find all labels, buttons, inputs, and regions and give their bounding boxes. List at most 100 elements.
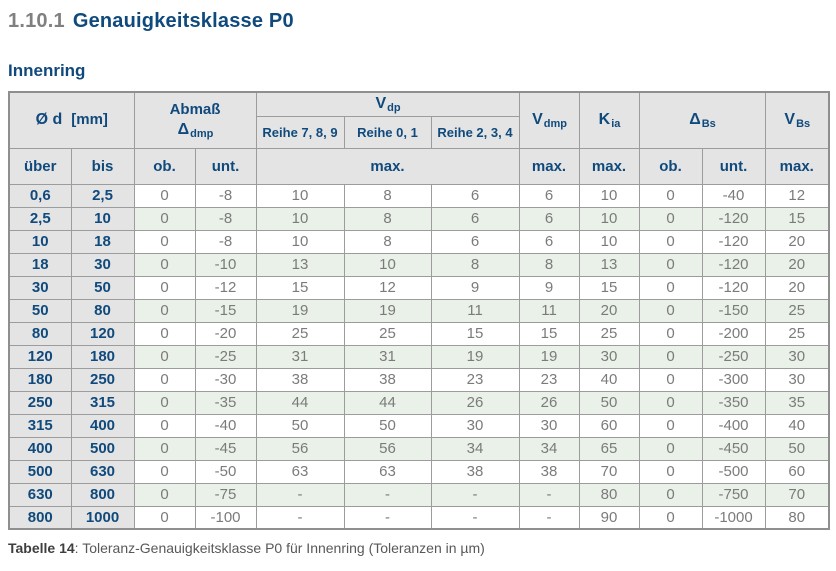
value-cell: 23 bbox=[518, 367, 580, 392]
range-cell: 18 bbox=[8, 252, 72, 277]
value-cell: -120 bbox=[701, 275, 766, 300]
header-vdmp: Vdmp bbox=[518, 91, 580, 149]
value-cell: 0 bbox=[638, 206, 703, 231]
header-reihe-234: Reihe 2, 3, 4 bbox=[430, 115, 520, 149]
range-cell: 80 bbox=[8, 321, 72, 346]
range-cell: 315 bbox=[8, 413, 72, 438]
subheader-unt-bs: unt. bbox=[701, 147, 766, 185]
value-cell: 6 bbox=[518, 183, 580, 208]
subheader-ueber: über bbox=[8, 147, 72, 185]
value-cell: 0 bbox=[638, 436, 703, 461]
header-diameter: Ø d [mm] bbox=[8, 91, 135, 149]
table-row: 50 80 0 -15 19 19 11 11 20 0 -150 25 bbox=[8, 298, 830, 323]
value-cell: 30 bbox=[518, 413, 580, 438]
value-cell: -40 bbox=[701, 183, 766, 208]
value-cell: -35 bbox=[194, 390, 257, 415]
table-row: 180 250 0 -30 38 38 23 23 40 0 -300 30 bbox=[8, 367, 830, 392]
value-cell: 19 bbox=[255, 298, 345, 323]
value-cell: 40 bbox=[764, 413, 830, 438]
page-title: 1.10.1 Genauigkeitsklasse P0 bbox=[8, 10, 828, 33]
value-cell: 8 bbox=[518, 252, 580, 277]
value-cell: 0 bbox=[133, 298, 196, 323]
value-cell: -45 bbox=[194, 436, 257, 461]
value-cell: -10 bbox=[194, 252, 257, 277]
value-cell: 0 bbox=[638, 183, 703, 208]
value-cell: 11 bbox=[430, 298, 520, 323]
header-reihe-row: Reihe 7, 8, 9 Reihe 0, 1 Reihe 2, 3, 4 bbox=[9, 115, 829, 149]
value-cell: 8 bbox=[343, 206, 432, 231]
value-cell: 35 bbox=[764, 390, 830, 415]
table-row: 10 18 0 -8 10 8 6 6 10 0 -120 20 bbox=[8, 229, 830, 254]
header-kia: Kia bbox=[578, 91, 640, 149]
value-cell: 30 bbox=[430, 413, 520, 438]
value-cell: 50 bbox=[343, 413, 432, 438]
value-cell: 6 bbox=[430, 229, 520, 254]
value-cell: 20 bbox=[764, 275, 830, 300]
subheader-ob-bs: ob. bbox=[638, 147, 703, 185]
value-cell: 50 bbox=[255, 413, 345, 438]
value-cell: -250 bbox=[701, 344, 766, 369]
value-cell: -40 bbox=[194, 413, 257, 438]
value-cell: 23 bbox=[430, 367, 520, 392]
value-cell: -8 bbox=[194, 183, 257, 208]
value-cell: 8 bbox=[343, 229, 432, 254]
diameter-unit: [mm] bbox=[71, 111, 108, 129]
value-cell: - bbox=[430, 482, 520, 507]
range-cell: 50 bbox=[8, 298, 72, 323]
table-caption: Tabelle 14: Toleranz-Genauigkeitsklasse … bbox=[8, 540, 828, 556]
table-header: Ø d [mm] Abmaß Δdmp Vdp Vdmp Kia bbox=[8, 91, 830, 185]
value-cell: 0 bbox=[133, 183, 196, 208]
value-cell: 20 bbox=[764, 229, 830, 254]
value-cell: -25 bbox=[194, 344, 257, 369]
range-cell: 2,5 bbox=[70, 183, 135, 208]
value-cell: -200 bbox=[701, 321, 766, 346]
value-cell: -400 bbox=[701, 413, 766, 438]
subheader-ob: ob. bbox=[133, 147, 196, 185]
subheader-max-vdp: max. bbox=[255, 147, 520, 185]
table-row: 630 800 0 -75- - - -80 0 -750 70 bbox=[8, 482, 830, 507]
table-row: 30 50 0 -12 15 12 9 9 15 0 -120 20 bbox=[8, 275, 830, 300]
value-cell: 0 bbox=[133, 344, 196, 369]
range-cell: 400 bbox=[70, 413, 135, 438]
value-cell: 0 bbox=[638, 482, 703, 507]
value-cell: 50 bbox=[578, 390, 640, 415]
value-cell: 0 bbox=[638, 252, 703, 277]
value-cell: 25 bbox=[764, 298, 830, 323]
range-cell: 10 bbox=[70, 206, 135, 231]
value-cell: -120 bbox=[701, 206, 766, 231]
value-cell: 0 bbox=[638, 321, 703, 346]
value-cell: 0 bbox=[133, 459, 196, 484]
value-cell: -1000 bbox=[701, 505, 766, 530]
value-cell: 6 bbox=[518, 229, 580, 254]
value-cell: 0 bbox=[133, 390, 196, 415]
value-cell: -12 bbox=[194, 275, 257, 300]
value-cell: 25 bbox=[764, 321, 830, 346]
header-sub-row: über bis ob. unt. max. max. max. ob. unt… bbox=[8, 147, 830, 185]
value-cell: 20 bbox=[764, 252, 830, 277]
value-cell: 0 bbox=[638, 505, 703, 530]
table-row: 500 630 0 -50 63 63 38 38 70 0 -500 60 bbox=[8, 459, 830, 484]
value-cell: -50 bbox=[194, 459, 257, 484]
value-cell: -15 bbox=[194, 298, 257, 323]
value-cell: -8 bbox=[194, 229, 257, 254]
value-cell: 30 bbox=[578, 344, 640, 369]
header-reihe-789: Reihe 7, 8, 9 bbox=[255, 115, 345, 149]
header-dbs: ΔBs bbox=[638, 91, 766, 149]
range-cell: 800 bbox=[8, 505, 72, 530]
range-cell: 400 bbox=[8, 436, 72, 461]
value-cell: -120 bbox=[701, 229, 766, 254]
value-cell: 10 bbox=[578, 183, 640, 208]
section-title: Genauigkeitsklasse P0 bbox=[72, 10, 294, 32]
header-vdp: Vdp bbox=[255, 91, 520, 117]
value-cell: 38 bbox=[518, 459, 580, 484]
value-cell: -750 bbox=[701, 482, 766, 507]
table-row: 80 120 0 -20 25 25 15 15 25 0 -200 25 bbox=[8, 321, 830, 346]
header-reihe-01: Reihe 0, 1 bbox=[343, 115, 432, 149]
value-cell: 30 bbox=[764, 367, 830, 392]
value-cell: -30 bbox=[194, 367, 257, 392]
value-cell: 0 bbox=[133, 413, 196, 438]
subheader-max-vbs: max. bbox=[764, 147, 830, 185]
value-cell: 60 bbox=[578, 413, 640, 438]
value-cell: -150 bbox=[701, 298, 766, 323]
value-cell: 0 bbox=[638, 413, 703, 438]
